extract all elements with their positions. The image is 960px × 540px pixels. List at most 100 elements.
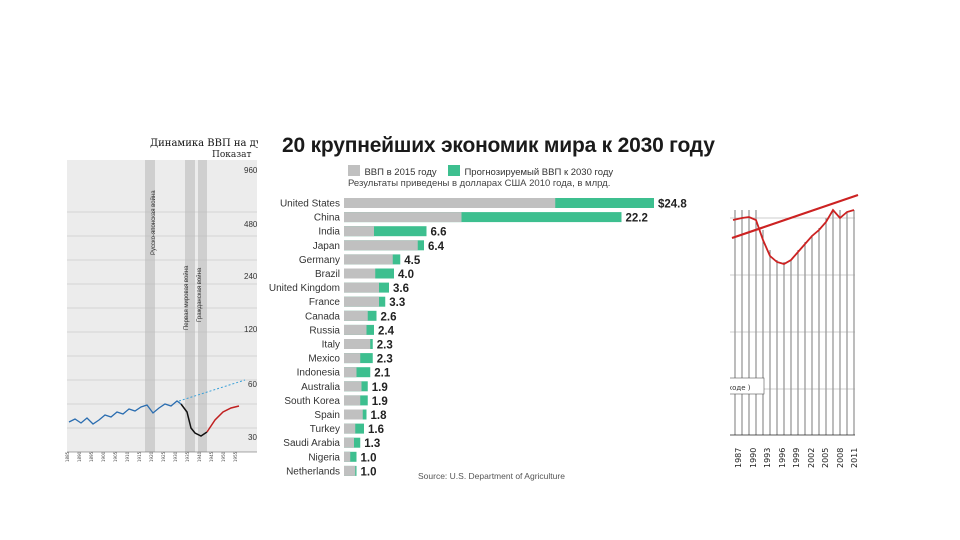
band-label-2: Первая мировая война — [184, 265, 190, 330]
value-label: 1.6 — [368, 424, 384, 436]
svg-text:1920: 1920 — [149, 451, 154, 462]
value-label: 6.4 — [428, 241, 445, 253]
bar-2015 — [344, 226, 374, 237]
value-label: 2.1 — [374, 368, 391, 380]
bar-2015 — [344, 282, 379, 293]
svg-text:1885: 1885 — [65, 451, 70, 462]
bar-2015 — [344, 324, 367, 335]
category-label: Brazil — [315, 269, 340, 280]
bar-2015 — [344, 310, 368, 321]
svg-text:1910: 1910 — [125, 451, 130, 462]
value-label: 3.6 — [393, 283, 409, 295]
right-axis-label-30: 30 — [248, 433, 257, 442]
main-chart-title: 20 крупнейших экономик мира к 2030 году — [282, 134, 715, 157]
chart-subtitle: Результаты приведены в долларах США 2010… — [348, 178, 611, 189]
band-label-1: Русско-японская война — [151, 190, 157, 255]
category-label: Germany — [299, 255, 340, 266]
value-label: 4.5 — [404, 255, 421, 267]
svg-text:1895: 1895 — [89, 451, 94, 462]
bar-2030 — [344, 226, 427, 237]
value-label: $24.8 — [658, 199, 687, 211]
category-label: Russia — [309, 325, 340, 336]
bar-2015 — [344, 465, 356, 476]
value-label: 22.2 — [626, 213, 648, 225]
category-label: United Kingdom — [269, 283, 340, 294]
value-label: 2.3 — [377, 354, 393, 366]
legend-item-2015: ВВП в 2015 году — [348, 162, 437, 180]
bar-2015 — [344, 395, 361, 406]
year-label: 1996 — [777, 447, 787, 468]
value-label: 1.9 — [372, 396, 388, 408]
category-label: Mexico — [308, 354, 340, 365]
bar-2030 — [344, 367, 371, 378]
value-label: 1.3 — [364, 438, 380, 450]
category-label: Italy — [322, 340, 340, 351]
bar-2015 — [344, 409, 363, 420]
value-label: 1.8 — [371, 410, 388, 422]
value-label: 3.3 — [389, 297, 405, 309]
legend-swatch-2030 — [448, 165, 460, 177]
svg-text:1915: 1915 — [137, 451, 142, 462]
bar-2015 — [344, 240, 418, 251]
bar-chart: United States $24.8 China 22.2 India 6.6 Japan… — [269, 198, 687, 478]
left-background-chart: 1885 1890 1895 1900 1905 1910 1915 1920 … — [65, 160, 257, 462]
bar-2015 — [344, 254, 393, 265]
right-axis-label-60: 60 — [248, 380, 257, 389]
legend-label-2030: Прогнозируемый ВВП к 2030 году — [464, 167, 614, 178]
value-label: 2.3 — [377, 340, 393, 352]
category-label: Spain — [314, 410, 340, 421]
year-label: 1987 — [734, 447, 743, 468]
category-label: Canada — [305, 311, 340, 322]
left-chart-title: Динамика ВВП на ду — [150, 138, 262, 149]
right-box-label: ходе ) — [728, 384, 751, 392]
category-label: South Korea — [284, 396, 340, 407]
bar-2015 — [344, 296, 379, 307]
band-label-3: Гражданская война — [197, 267, 203, 322]
right-year-axis: 1987 1990 1993 1996 1999 2002 2005 2008 2011 — [730, 440, 860, 470]
svg-text:1940: 1940 — [197, 451, 202, 462]
category-label: China — [314, 213, 341, 224]
svg-text:1900: 1900 — [101, 451, 106, 462]
category-label: Indonesia — [297, 368, 341, 379]
value-label: 1.0 — [361, 466, 377, 478]
value-label: 1.0 — [361, 452, 377, 464]
category-label: Netherlands — [286, 466, 340, 477]
year-label: 1993 — [763, 447, 772, 468]
bar-2015 — [344, 423, 356, 434]
svg-text:1925: 1925 — [161, 451, 166, 462]
svg-text:1890: 1890 — [77, 451, 82, 462]
svg-text:1930: 1930 — [173, 451, 178, 462]
category-label: Turkey — [310, 424, 340, 435]
year-label: 2008 — [835, 447, 845, 468]
bar-2015 — [344, 381, 362, 392]
bar-2015 — [344, 451, 351, 462]
legend-swatch-2015 — [348, 165, 360, 177]
legend-item-2030: Прогнозируемый ВВП к 2030 году — [448, 162, 613, 180]
bar-2015 — [344, 353, 361, 364]
category-label: Saudi Arabia — [283, 438, 340, 449]
bar-2015 — [344, 437, 354, 448]
value-label: 2.6 — [381, 311, 397, 323]
year-label: 2005 — [821, 447, 830, 468]
year-label: 2011 — [850, 447, 859, 468]
right-axis-label-240: 240 — [244, 272, 258, 281]
bar-2015 — [344, 339, 371, 349]
bar-2015 — [344, 367, 357, 378]
bar-2015 — [344, 212, 462, 223]
right-axis-label-960: 960 — [244, 166, 258, 175]
legend-label-2015: ВВП в 2015 году — [364, 167, 437, 178]
svg-text:1945: 1945 — [209, 451, 214, 462]
value-label: 4.0 — [398, 269, 414, 281]
svg-text:1955: 1955 — [233, 451, 238, 462]
bar-2015 — [344, 198, 556, 208]
bar-2015 — [344, 268, 376, 279]
category-label: Nigeria — [308, 452, 340, 463]
bar-2030 — [344, 212, 622, 223]
category-label: Japan — [313, 241, 340, 252]
category-label: United States — [280, 199, 340, 210]
value-label: 6.6 — [431, 227, 447, 239]
right-background-chart — [730, 193, 859, 436]
category-label: Australia — [301, 382, 340, 393]
value-label: 1.9 — [372, 382, 388, 394]
source-note: Source: U.S. Department of Agriculture — [418, 471, 565, 481]
